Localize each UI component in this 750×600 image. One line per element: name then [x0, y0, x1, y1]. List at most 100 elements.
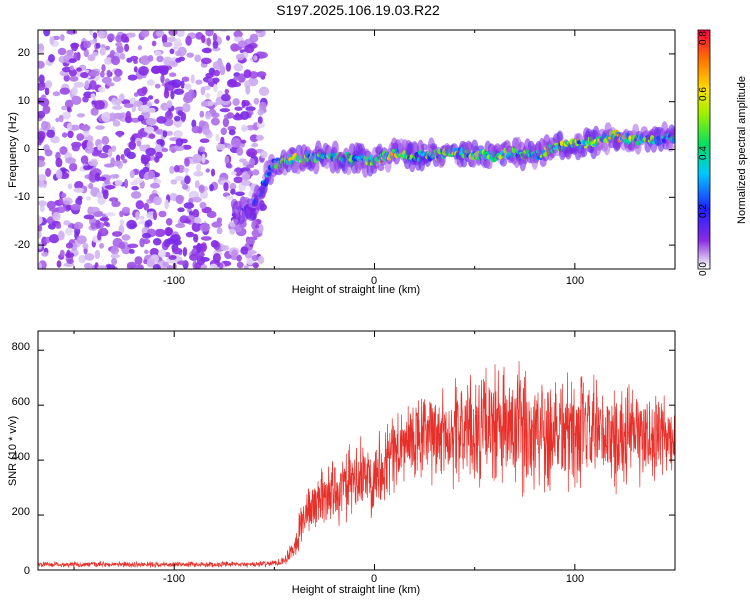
heatmap-cell: [229, 182, 237, 191]
heatmap-cell: [127, 243, 139, 249]
heatmap-cell: [147, 95, 154, 100]
spectrogram-ticks: [38, 30, 676, 269]
heatmap-cell: [65, 157, 76, 164]
heatmap-cell: [146, 219, 153, 227]
heatmap-cell: [125, 111, 132, 120]
heatmap-cell: [139, 104, 150, 113]
colorbar-tick-label: 0.6: [698, 87, 709, 101]
heatmap-cell: [99, 47, 106, 56]
heatmap-cell: [255, 134, 264, 141]
heatmap-cell: [38, 60, 45, 69]
heatmap-cell: [220, 127, 227, 136]
heatmap-cell: [173, 130, 183, 138]
heatmap-cell: [133, 100, 143, 107]
heatmap-cell: [671, 138, 675, 144]
heatmap-cell: [58, 114, 64, 123]
heatmap-cell: [88, 160, 99, 167]
heatmap-cell: [170, 234, 181, 243]
heatmap-cell: [135, 264, 144, 269]
heatmap-cell: [166, 100, 173, 109]
spectrogram-ylabel: Frequency (Hz): [7, 112, 19, 188]
heatmap-cell: [61, 132, 68, 138]
heatmap-cell: [211, 221, 222, 228]
heatmap-cell: [213, 83, 218, 93]
heatmap-cell: [173, 38, 182, 48]
heatmap-cell: [114, 68, 123, 77]
heatmap-cell: [234, 106, 243, 111]
heatmap-cell: [219, 108, 230, 113]
heatmap-cell: [88, 30, 94, 36]
spectrogram-ytick-label: -10: [14, 191, 30, 203]
heatmap-cell: [84, 262, 93, 269]
heatmap-cell: [228, 129, 236, 136]
heatmap-cell: [191, 119, 197, 128]
heatmap-cell: [128, 140, 136, 150]
heatmap-cell: [42, 105, 51, 114]
heatmap-cell: [236, 147, 244, 156]
heatmap-cell: [97, 144, 103, 151]
heatmap-cell: [191, 222, 201, 232]
heatmap-cell: [67, 183, 73, 190]
heatmap-cell: [233, 176, 243, 184]
heatmap-cell: [126, 261, 137, 269]
heatmap-cell: [99, 217, 110, 222]
heatmap-cell: [195, 79, 203, 85]
heatmap-cell: [38, 200, 47, 207]
colorbar-tick-label: 0.2: [698, 204, 709, 218]
heatmap-cell: [177, 110, 184, 117]
heatmap-cell: [226, 35, 230, 41]
heatmap-cell: [82, 96, 89, 103]
heatmap-cell: [86, 196, 92, 201]
heatmap-cell: [168, 30, 178, 36]
heatmap-cell: [89, 70, 100, 77]
heatmap-cell: [63, 220, 71, 226]
heatmap-cell: [210, 168, 216, 177]
heatmap-cell: [80, 155, 89, 165]
heatmap-cell: [231, 249, 238, 259]
heatmap-cell: [110, 246, 119, 255]
heatmap-cell: [259, 101, 267, 111]
heatmap-cell: [186, 52, 194, 58]
heatmap-cell: [121, 33, 128, 43]
heatmap-cell: [154, 228, 166, 238]
snr-frame: [37, 330, 676, 571]
heatmap-cell: [156, 55, 164, 63]
heatmap-cell: [229, 228, 236, 235]
heatmap-cell: [182, 144, 192, 150]
heatmap-cell: [162, 130, 168, 138]
heatmap-cell: [169, 137, 179, 142]
heatmap-cell: [38, 262, 43, 269]
heatmap-cell: [200, 242, 207, 253]
heatmap-cell: [177, 260, 187, 265]
heatmap-cell: [197, 126, 203, 134]
heatmap-cell: [203, 85, 211, 91]
heatmap-cell: [198, 146, 205, 153]
heatmap-cell: [55, 157, 63, 168]
snr-ytick-label: 800: [12, 341, 30, 353]
heatmap-cell: [38, 84, 46, 91]
heatmap-cell: [99, 242, 105, 249]
heatmap-cell: [230, 81, 242, 88]
heatmap-cell: [69, 75, 79, 82]
heatmap-cell: [100, 70, 105, 78]
heatmap-cell: [255, 30, 263, 34]
heatmap-cell: [130, 191, 142, 199]
heatmap-cell: [175, 194, 184, 205]
heatmap-cell: [147, 170, 156, 180]
heatmap-cell: [377, 164, 385, 171]
heatmap-cell: [38, 242, 43, 250]
heatmap-cell: [185, 35, 192, 46]
heatmap-cell: [194, 250, 205, 259]
heatmap-cell: [184, 175, 191, 185]
heatmap-cell: [199, 110, 205, 118]
spectrogram-xlabel: Height of straight line (km): [292, 284, 420, 296]
heatmap-cell: [235, 191, 245, 197]
heatmap-cell: [101, 112, 111, 123]
heatmap-cell: [205, 111, 212, 120]
heatmap-cell: [164, 199, 169, 210]
heatmap-cell: [124, 178, 129, 189]
heatmap-cell: [246, 164, 255, 169]
heatmap-cell: [122, 158, 128, 164]
heatmap-cell: [71, 95, 82, 106]
heatmap-cell: [97, 176, 107, 181]
